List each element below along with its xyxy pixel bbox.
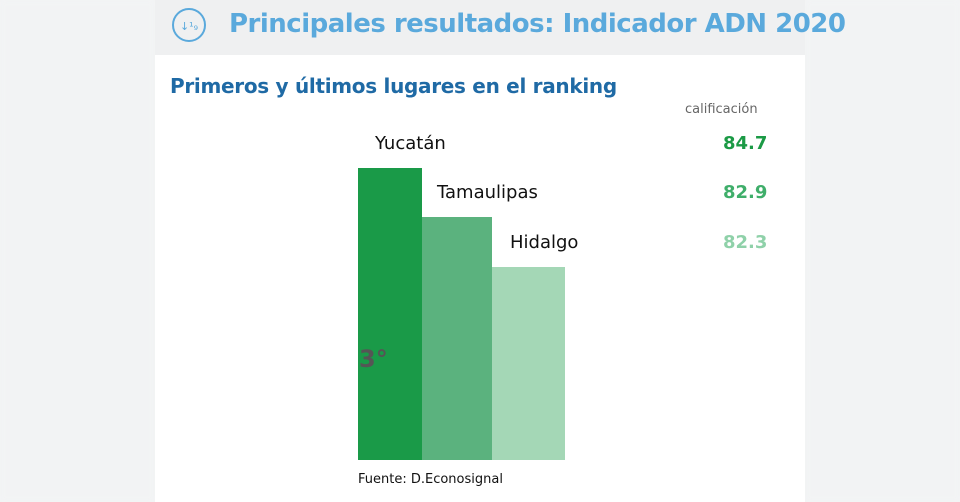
blurred-background-right	[805, 0, 960, 502]
bar-1	[358, 168, 422, 460]
column-header: calificación	[685, 102, 758, 117]
score-value: 84.7	[723, 133, 768, 154]
page-title: Principales resultados: Indicador ADN 20…	[229, 9, 846, 39]
rank-label: 3°	[359, 345, 388, 373]
chart-subtitle: Primeros y últimos lugares en el ranking	[170, 74, 617, 98]
sort-numeric-icon: ↓¹₉	[172, 8, 206, 42]
rank-label: 1°	[224, 300, 253, 328]
score-value: 82.3	[723, 232, 768, 253]
title-bar: ↓¹₉ Principales resultados: Indicador AD…	[155, 0, 846, 55]
rank-label: 2°	[292, 322, 321, 350]
category-label: Yucatán	[375, 133, 446, 154]
bar-3	[492, 267, 565, 460]
score-value: 82.9	[723, 182, 768, 203]
category-label: Tamaulipas	[437, 182, 538, 203]
bar-2	[422, 217, 492, 460]
infographic-panel: ↓¹₉ Principales resultados: Indicador AD…	[155, 0, 846, 502]
source-note: Fuente: D.Econosignal	[358, 472, 503, 487]
category-label: Hidalgo	[510, 232, 579, 253]
blurred-background-left	[0, 0, 155, 502]
